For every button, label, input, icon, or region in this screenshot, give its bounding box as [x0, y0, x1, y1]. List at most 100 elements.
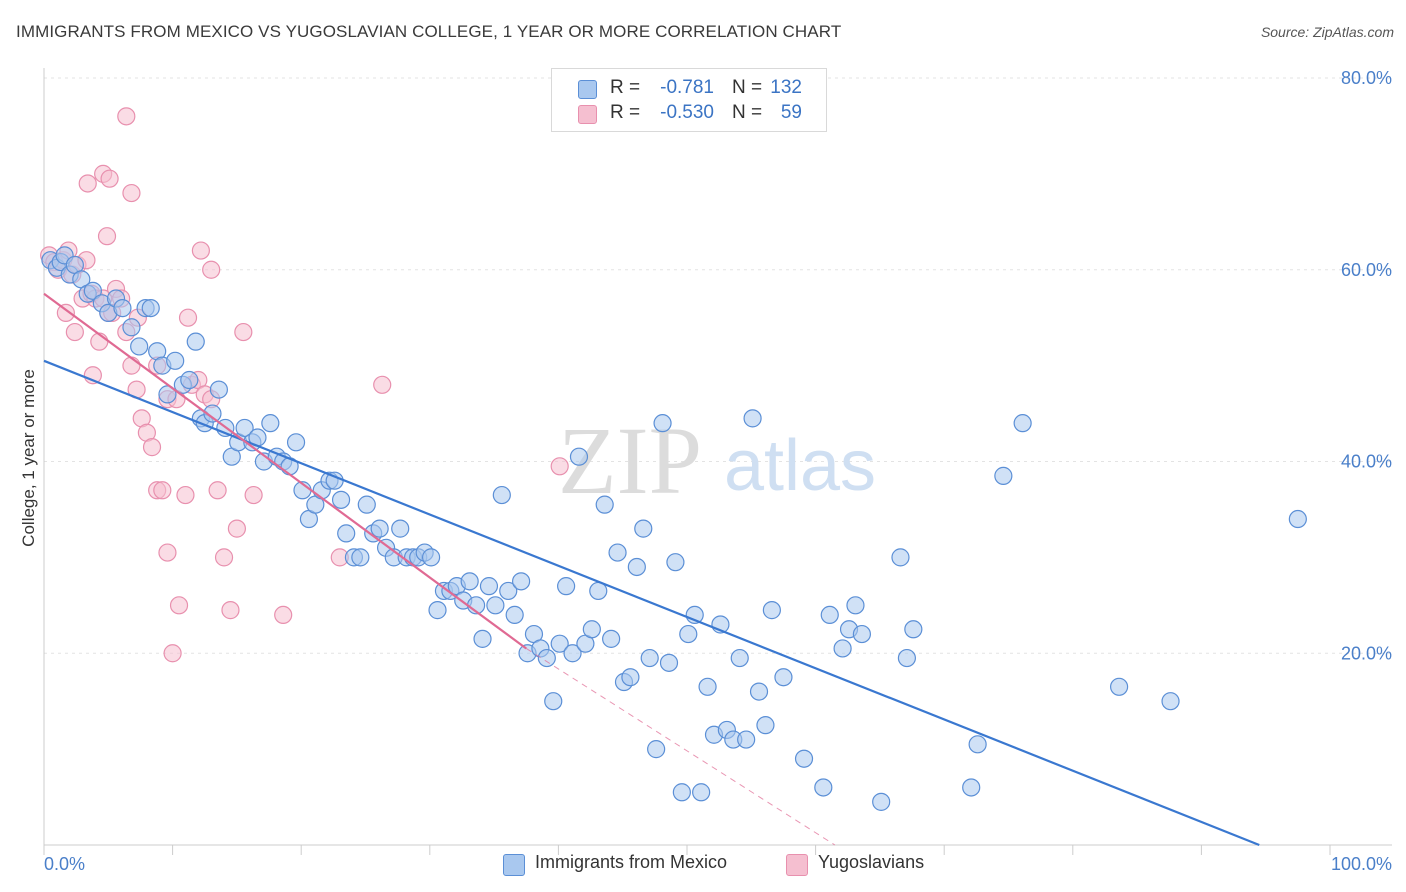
mexico-point	[1013, 414, 1032, 433]
yugoslavians-point	[176, 485, 195, 505]
mexico-point	[621, 668, 640, 687]
mexico-point	[537, 648, 556, 668]
yugoslavians-legend-swatch	[786, 854, 808, 876]
y-tick-label: 40.0%	[1341, 452, 1392, 472]
yugoslavians-point	[163, 644, 182, 663]
mexico-point	[391, 519, 410, 538]
mexico-point	[627, 557, 646, 577]
yugoslavians-point	[214, 548, 234, 567]
yugoslavians-swatch	[578, 105, 597, 124]
n-value: 59	[780, 102, 802, 123]
mexico-legend-swatch	[503, 854, 525, 876]
mexico-point	[499, 581, 518, 601]
yugoslavians-point	[100, 169, 119, 188]
mexico-point	[647, 740, 666, 759]
mexico-point	[557, 577, 576, 596]
yugoslavians-point	[65, 322, 84, 342]
n-label: N =	[732, 102, 763, 123]
watermark-atlas: atlas	[724, 426, 876, 506]
mexico-point	[968, 735, 987, 754]
mexico-point	[1109, 677, 1129, 696]
mexico-point	[180, 370, 199, 390]
mexico-point	[235, 418, 254, 438]
mexico-point	[737, 730, 756, 749]
yugoslavians-point	[97, 227, 117, 246]
trend-lines	[43, 292, 1260, 847]
mexico-legend-label: Immigrants from Mexico	[535, 852, 728, 872]
mexico-point	[166, 351, 185, 370]
mexico-point	[1161, 692, 1180, 711]
mexico-point	[608, 543, 627, 562]
mexico-point	[186, 332, 205, 351]
yugoslavians-point	[208, 481, 227, 500]
stats-row-yugoslavians: R = -0.530 N = 59	[552, 102, 826, 126]
mexico-point	[852, 624, 871, 644]
mexico-point	[692, 783, 711, 802]
y-tick-label: 20.0%	[1341, 643, 1392, 663]
y-tick-label: 80.0%	[1341, 68, 1392, 88]
yugoslavians-point	[122, 183, 141, 203]
yugoslavians-point	[234, 322, 253, 342]
mexico-point	[962, 778, 981, 797]
mexico-point	[122, 318, 141, 337]
mexico-point	[634, 519, 653, 538]
mexico-point	[1288, 509, 1307, 529]
mexico-point	[846, 596, 865, 615]
source-label: Source: ZipAtlas.com	[1260, 24, 1394, 40]
yugoslavians-point	[142, 438, 162, 457]
mexico-point	[479, 577, 499, 596]
stats-legend: R = -0.781 N = 132 R = -0.530 N = 59	[551, 68, 827, 132]
mexico-point	[659, 653, 679, 672]
mexico-point	[595, 495, 614, 514]
mexico-point	[421, 548, 441, 567]
mexico-point	[357, 495, 376, 514]
mexico-point	[872, 792, 891, 811]
mexico-point	[653, 414, 672, 433]
yugoslavians-point	[227, 519, 246, 538]
mexico-point	[512, 572, 531, 591]
mexico-point	[550, 634, 569, 653]
yugoslavians-point	[56, 303, 75, 322]
yugoslavians-trendline-extension	[525, 648, 836, 846]
mexico-point	[749, 682, 769, 701]
yugoslavians-trendline	[43, 292, 527, 650]
yugoslavians-point	[202, 260, 221, 279]
yugoslavians-point	[169, 596, 189, 615]
mexico-point	[130, 337, 149, 356]
chart-title: IMMIGRANTS FROM MEXICO VS YUGOSLAVIAN CO…	[16, 22, 842, 41]
mexico-point	[486, 596, 505, 615]
r-value: -0.781	[660, 77, 714, 98]
yugoslavians-point	[373, 375, 392, 394]
mexico-point	[904, 620, 923, 639]
y-axis-label: College, 1 year or more	[19, 369, 38, 547]
mexico-point	[891, 548, 910, 567]
n-label: N =	[732, 77, 763, 98]
grid-lines	[44, 77, 1392, 654]
axes	[43, 68, 1392, 855]
mexico-point	[582, 620, 601, 639]
mexico-swatch	[578, 80, 597, 99]
mexico-point	[261, 414, 280, 433]
mexico-point	[994, 466, 1013, 485]
r-label: R =	[610, 77, 641, 98]
r-label: R =	[610, 102, 641, 123]
mexico-point	[698, 677, 717, 696]
yugoslavians-point	[158, 543, 177, 562]
mexico-point	[286, 433, 306, 452]
mexico-point	[794, 749, 814, 768]
mexico-point	[743, 409, 762, 428]
yugoslavians-point	[122, 356, 141, 375]
mexico-point	[762, 601, 781, 620]
yugoslavians-point	[191, 241, 210, 260]
mexico-point	[203, 404, 222, 423]
mexico-point	[460, 572, 479, 591]
mexico-point	[473, 629, 492, 648]
mexico-point	[337, 524, 356, 543]
mexico-point	[756, 716, 775, 735]
mexico-point	[209, 380, 228, 399]
mexico-point	[331, 490, 351, 509]
mexico-point	[897, 648, 917, 668]
x-tick-label: 0.0%	[44, 854, 85, 874]
yugoslavians-point	[550, 457, 569, 476]
